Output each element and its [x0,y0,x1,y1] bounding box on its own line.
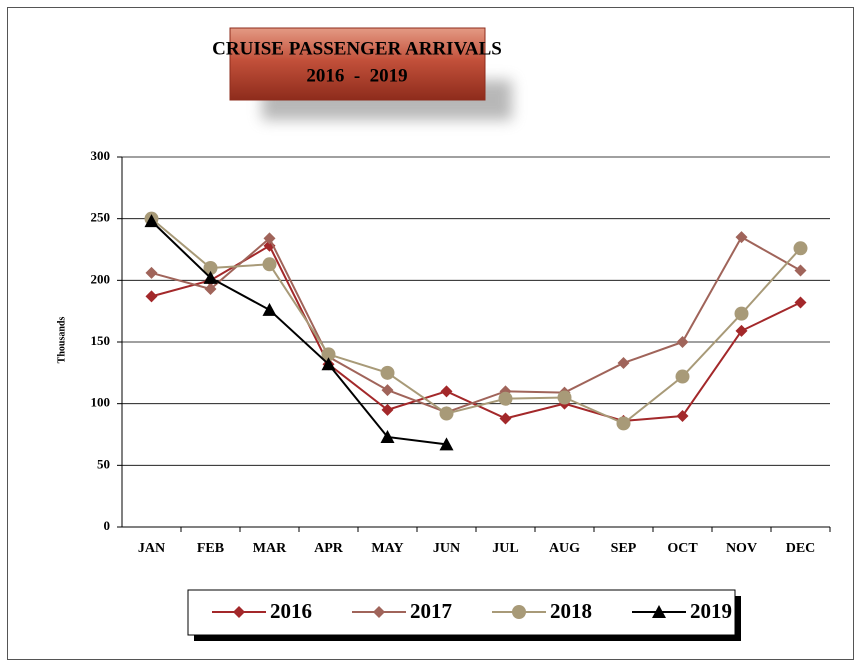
data-point [735,231,748,244]
data-point [381,403,394,416]
data-point [204,282,217,295]
data-point [439,406,454,421]
data-point [263,232,276,245]
chart-title: CRUISE PASSENGER ARRIVALS [212,38,502,59]
data-point [321,347,336,362]
data-point [381,384,394,397]
y-tick-label: 150 [91,333,111,348]
y-tick-label: 100 [91,395,111,410]
x-tick-label: OCT [667,541,698,556]
legend-label: 2017 [410,599,452,623]
y-tick-label: 250 [91,210,111,225]
data-point [380,365,395,380]
data-point [203,261,218,275]
series-line [151,244,801,422]
legend-marker [512,605,526,619]
legend-label: 2019 [690,599,732,623]
data-point [144,214,159,228]
legend-marker [652,605,666,618]
x-tick-label: JAN [138,541,165,556]
title-box [229,27,486,101]
data-point [145,266,158,279]
legend-label: 2018 [550,599,592,623]
data-point [616,416,631,431]
data-point [557,390,572,405]
y-tick-label: 300 [91,148,111,163]
series-line [150,220,447,446]
data-point [380,429,395,443]
legend-label: 2016 [270,599,312,623]
y-tick-label: 50 [97,456,110,471]
x-tick-label: JUL [492,541,518,556]
y-axis-label: Thousands [56,317,67,364]
x-tick-label: DEC [786,541,816,556]
data-point [793,241,808,256]
x-tick-label: NOV [726,541,757,556]
x-tick-label: MAY [371,541,403,556]
data-point [734,306,749,321]
data-point [676,336,689,348]
x-tick-label: SEP [611,541,637,556]
data-point [321,357,336,371]
data-point [439,437,454,451]
y-tick-label: 0 [104,518,111,533]
legend-box [187,589,736,636]
x-tick-label: MAR [253,541,287,556]
data-point [262,257,277,272]
data-point [440,385,453,398]
y-tick-label: 200 [91,271,111,286]
data-point [794,264,807,277]
data-point [499,412,512,425]
series-line [151,235,801,414]
data-point [262,302,277,316]
legend-marker [233,606,245,618]
data-point [498,391,513,406]
x-tick-label: JUN [433,541,460,556]
data-point [676,410,689,422]
x-tick-label: FEB [197,541,224,556]
legend-marker [373,606,385,618]
chart-title: 2016 - 2019 [306,65,407,86]
data-point [617,356,630,369]
data-point [675,369,690,384]
series-line [150,217,802,425]
data-point [145,290,158,303]
data-point [203,270,218,284]
x-tick-label: APR [314,541,344,556]
x-tick-label: AUG [549,541,580,556]
data-point [794,296,807,309]
data-point [735,324,748,337]
